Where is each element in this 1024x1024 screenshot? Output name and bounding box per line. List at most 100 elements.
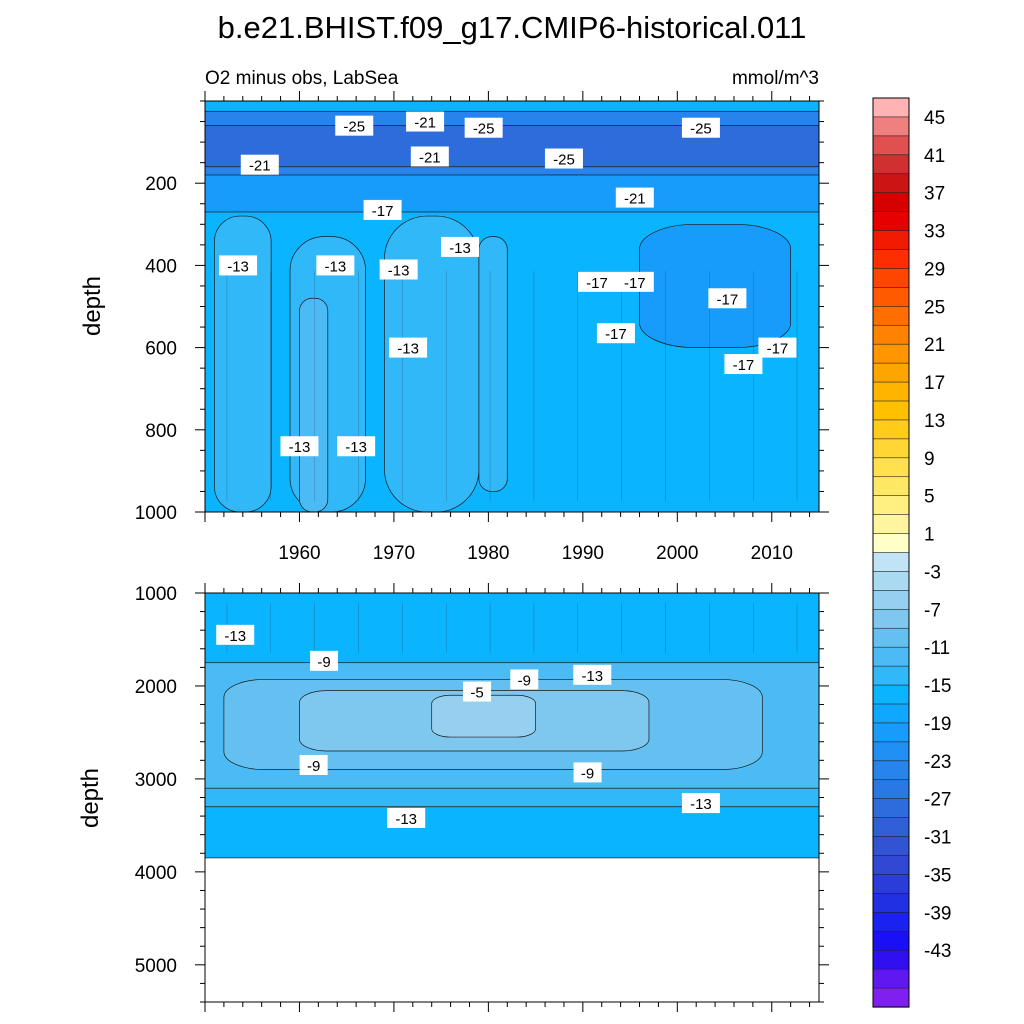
svg-text:-13: -13 [227, 258, 249, 275]
colorbar-label: -11 [924, 638, 950, 659]
contour-label: -9 [310, 650, 339, 671]
colorbar-swatch [872, 173, 910, 194]
colorbar-swatch [872, 760, 910, 781]
colorbar-label: 5 [924, 487, 935, 508]
svg-text:-25: -25 [473, 121, 495, 138]
svg-text:-17: -17 [624, 275, 646, 292]
contour-label: -13 [337, 436, 376, 457]
colorbar-label: 17 [924, 373, 945, 394]
svg-text:-9: -9 [581, 765, 594, 782]
colorbar-swatch [872, 495, 910, 516]
colorbar-swatch [872, 855, 910, 876]
svg-text:-17: -17 [372, 203, 394, 220]
upper-panel-depth-label: depth [79, 276, 106, 336]
colorbar-swatch [872, 571, 910, 591]
contour-label: -25 [335, 115, 374, 136]
y-tick-label: 3000 [135, 770, 177, 791]
svg-text:-13: -13 [345, 439, 367, 456]
colorbar-swatch [872, 192, 910, 213]
svg-text:-25: -25 [343, 119, 365, 136]
contour-label: -25 [681, 117, 720, 138]
colorbar-swatch [872, 306, 910, 326]
colorbar-label: -23 [924, 752, 951, 773]
y-tick-label: 5000 [135, 956, 177, 977]
colorbar-label: -39 [924, 903, 951, 924]
colorbar-swatch [872, 287, 910, 307]
contour-label: -13 [219, 255, 258, 276]
contour-label: -13 [379, 259, 418, 280]
colorbar-label: -35 [924, 865, 951, 886]
svg-text:-21: -21 [414, 115, 436, 132]
colorbar-swatch [872, 154, 910, 175]
contour-label: -13 [441, 236, 480, 257]
contour-label: -17 [363, 199, 402, 220]
colorbar-label: 29 [924, 259, 945, 280]
colorbar-swatch [872, 400, 910, 421]
colorbar-swatch [872, 968, 910, 989]
svg-text:-13: -13 [690, 796, 712, 813]
contour-label: -25 [544, 148, 583, 169]
colorbar-label: 41 [924, 146, 945, 167]
upper-panel: -25 -21 -25 -25 -21 -21 -25 -21 -17 -13 -13 -13 -13 -… [79, 91, 829, 564]
colorbar-swatch [872, 987, 910, 1008]
colorbar-swatch [872, 684, 910, 705]
colorbar-swatch [872, 665, 910, 686]
contour-label: -17 [578, 271, 617, 292]
colorbar-swatch [872, 552, 910, 573]
colorbar-label: 33 [924, 222, 945, 243]
contour-label: -13 [681, 793, 720, 814]
colorbar-swatch [872, 362, 910, 383]
y-tick-label: 600 [145, 339, 177, 360]
colorbar-swatch [872, 381, 910, 402]
colorbar-swatch [872, 116, 910, 137]
colorbar-swatch [872, 249, 910, 270]
colorbar-label: -7 [924, 600, 941, 621]
lower-panel: -13 -9 -9 -13 -5 -9 -9 -13 -13 1000 2000 3000 4000 5… [77, 583, 829, 1012]
contour-label: -5 [463, 681, 492, 702]
contour-label: -9 [573, 762, 602, 783]
colorbar-swatch [872, 741, 910, 762]
colorbar-swatch [872, 722, 910, 743]
contour-label: -17 [596, 323, 635, 344]
contour-label: -21 [406, 111, 445, 132]
svg-text:-17: -17 [717, 291, 739, 308]
x-tick-label: 2010 [751, 543, 793, 564]
contour-label: -13 [280, 436, 319, 457]
lower-panel-contour-labels: -13 -9 -9 -13 -5 -9 -9 -13 -13 [216, 624, 720, 828]
colorbar-swatch [872, 457, 910, 478]
y-tick-label: 800 [145, 421, 177, 442]
lower-panel-contour-fills [204, 592, 820, 859]
contour-label: -13 [316, 255, 355, 276]
colorbar-swatch [872, 97, 910, 118]
contour-region-6 [478, 236, 508, 492]
colorbar-swatch [872, 324, 910, 345]
contour-region-8 [639, 223, 792, 348]
contour-label: -17 [615, 271, 654, 292]
contour-label: -9 [299, 754, 328, 775]
contour-label: -25 [464, 117, 503, 138]
contour-label: -21 [615, 187, 654, 208]
x-tick-label: 1970 [373, 543, 415, 564]
subtitle-left: O2 minus obs, LabSea [205, 68, 399, 89]
colorbar-label: 45 [924, 108, 945, 129]
contour-region-7 [299, 297, 329, 513]
contour-label: -21 [410, 146, 449, 167]
svg-text:-17: -17 [605, 326, 627, 343]
colorbar-swatch [872, 817, 910, 838]
upper-panel-axes: 1960 1970 1980 1990 2000 2010 200 400 600 800 1000 [135, 91, 829, 564]
svg-text:-13: -13 [581, 668, 603, 685]
colorbar-swatch [872, 949, 910, 970]
svg-text:-13: -13 [388, 263, 410, 280]
lower-panel-axes: 1000 2000 3000 4000 5000 [135, 583, 829, 1012]
svg-text:-13: -13 [289, 439, 311, 456]
svg-text:-13: -13 [397, 341, 419, 358]
svg-text:-17: -17 [767, 341, 789, 358]
lower-panel-depth-label: depth [77, 768, 104, 828]
contour-label: -13 [389, 337, 428, 358]
colorbar-swatch [872, 912, 910, 932]
colorbar-label: -31 [924, 828, 951, 849]
colorbar-swatch [872, 135, 910, 156]
colorbar: 45 41 37 33 29 25 21 17 13 9 5 1 -3 -7 -11 -15 -19 -23 -27… [872, 97, 951, 1008]
y-tick-label: 1000 [135, 503, 177, 524]
